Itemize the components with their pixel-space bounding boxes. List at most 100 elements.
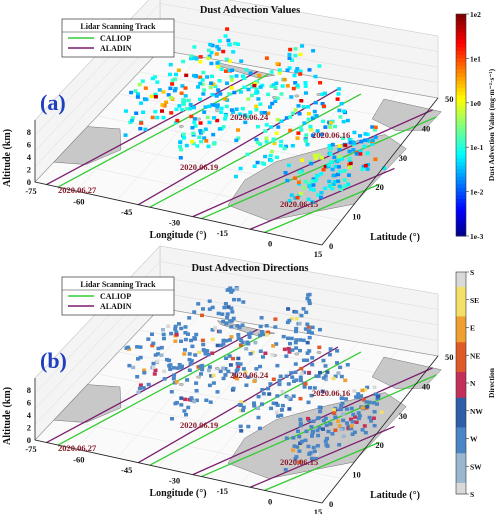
colorbar-segment [456, 210, 466, 215]
colorbar-segment [456, 383, 466, 388]
dust-point [313, 156, 318, 160]
dust-point [215, 105, 220, 109]
dust-point [299, 128, 304, 132]
dust-point [257, 426, 262, 431]
dust-point [369, 419, 374, 423]
dust-point [315, 129, 320, 133]
dust-point [338, 169, 343, 174]
dust-point [304, 139, 309, 143]
dust-point [234, 174, 238, 179]
dust-point [306, 330, 311, 334]
dust-point [327, 179, 332, 184]
x-tick-label: 15 [314, 249, 323, 259]
dust-point [352, 130, 357, 135]
dust-point [277, 71, 282, 75]
dust-point [336, 179, 341, 183]
dust-point [351, 148, 356, 152]
dust-point [297, 112, 302, 116]
dust-point [149, 94, 154, 98]
dust-point [241, 367, 246, 371]
colorbar-segment [456, 412, 466, 417]
dust-point [332, 155, 337, 160]
dust-point [298, 72, 303, 76]
dust-point [236, 336, 241, 340]
dust-point [248, 110, 253, 115]
dust-point [256, 415, 261, 420]
dust-point [137, 82, 142, 87]
dust-point [254, 137, 259, 142]
dust-point [201, 307, 205, 311]
dust-point [186, 405, 191, 410]
dust-point [150, 115, 155, 120]
colorbar-segment [456, 331, 466, 336]
dust-point [223, 302, 228, 306]
dust-point [153, 95, 158, 99]
dust-point [315, 428, 320, 433]
dust-point [286, 346, 291, 351]
dust-point [264, 56, 269, 60]
dust-point [287, 56, 292, 60]
dust-point [327, 352, 332, 357]
colorbar-segment [456, 113, 466, 119]
track-date-label: 2020.06.24 [230, 370, 269, 380]
colorbar-segment [456, 102, 466, 107]
dust-point [161, 115, 166, 120]
dust-point [236, 364, 241, 368]
dust-point [269, 149, 274, 154]
dust-point [288, 341, 292, 346]
dust-point [241, 74, 245, 78]
dust-point [328, 347, 333, 351]
dust-point [227, 42, 232, 47]
dust-point [216, 65, 221, 69]
dust-point [361, 164, 366, 169]
colorbar-segment [456, 139, 466, 144]
dust-point [159, 353, 164, 357]
dust-point [173, 77, 178, 81]
dust-point [189, 54, 194, 58]
dust-point [283, 468, 288, 472]
dust-point [310, 325, 315, 330]
dust-point [331, 173, 336, 178]
dust-point [141, 386, 146, 390]
dust-point [323, 374, 328, 378]
dust-point [365, 385, 370, 390]
dust-point [160, 109, 164, 113]
dust-point [375, 402, 379, 406]
dust-point [316, 374, 321, 378]
z-tick-label: 6 [27, 398, 31, 408]
dust-point [312, 153, 317, 158]
dust-point [231, 50, 236, 54]
dust-point [282, 347, 287, 352]
colorbar-segment [456, 73, 466, 78]
dust-point [176, 68, 181, 72]
dust-point [216, 311, 221, 316]
dust-point [130, 116, 135, 120]
dust-point [183, 348, 187, 352]
dust-point [263, 129, 268, 133]
dust-point [311, 49, 316, 53]
dust-point [215, 390, 220, 394]
america-landmass [53, 384, 122, 423]
dust-point [333, 374, 338, 379]
colorbar-segment [456, 390, 466, 395]
dust-point [344, 397, 348, 401]
dust-point [309, 456, 314, 461]
dust-point [324, 423, 329, 428]
dust-point [273, 85, 278, 90]
panel-label: (b) [40, 348, 67, 373]
y-tick-label: 10 [352, 470, 361, 480]
dust-point [337, 108, 342, 113]
dust-point [209, 50, 214, 55]
dust-point [246, 97, 251, 101]
dust-point [372, 423, 377, 428]
colorbar-segment [456, 482, 466, 488]
colorbar-segment [456, 106, 466, 111]
island [178, 125, 184, 128]
colorbar-segment [456, 420, 466, 425]
dust-point [210, 43, 215, 48]
dust-point [328, 146, 333, 151]
dust-point [153, 353, 158, 357]
dust-point [250, 85, 255, 89]
chart-title: Dust Advection Directions [191, 263, 308, 274]
colorbar-segment [456, 173, 466, 178]
